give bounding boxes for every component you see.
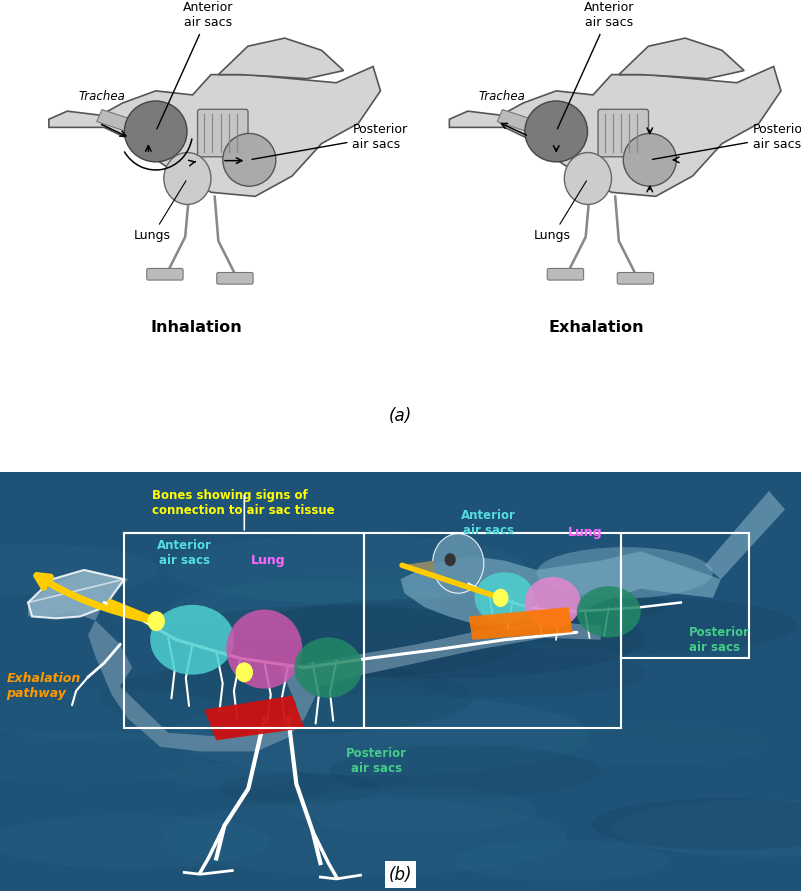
Text: Exhalation: Exhalation — [549, 320, 645, 335]
Polygon shape — [97, 110, 168, 143]
Text: Anterior
air sacs: Anterior air sacs — [157, 1, 233, 129]
Polygon shape — [219, 38, 344, 78]
Circle shape — [493, 590, 508, 606]
Bar — [364, 533, 621, 728]
Text: Posterior
air sacs: Posterior air sacs — [252, 123, 408, 159]
Text: (a): (a) — [388, 407, 413, 425]
Ellipse shape — [391, 648, 646, 697]
Ellipse shape — [525, 577, 581, 628]
Ellipse shape — [230, 599, 644, 679]
Ellipse shape — [509, 598, 796, 653]
Circle shape — [164, 152, 211, 204]
Ellipse shape — [525, 101, 588, 162]
Circle shape — [565, 152, 611, 204]
Text: Bones showing signs of
connection to air sac tissue: Bones showing signs of connection to air… — [152, 489, 335, 517]
Polygon shape — [705, 491, 785, 579]
Polygon shape — [28, 570, 601, 751]
Ellipse shape — [167, 534, 527, 604]
Polygon shape — [497, 110, 569, 143]
Bar — [124, 533, 364, 728]
Text: Anterior
air sacs: Anterior air sacs — [461, 510, 516, 537]
Ellipse shape — [170, 581, 459, 636]
Ellipse shape — [198, 570, 603, 650]
Text: Anterior
air sacs: Anterior air sacs — [157, 539, 211, 568]
Ellipse shape — [537, 547, 713, 599]
Ellipse shape — [223, 134, 276, 186]
Ellipse shape — [438, 582, 667, 626]
Text: Posterior
air sacs: Posterior air sacs — [653, 123, 801, 159]
Circle shape — [148, 612, 164, 631]
Ellipse shape — [612, 799, 801, 857]
Text: Lungs: Lungs — [134, 181, 186, 242]
Text: Lungs: Lungs — [534, 181, 586, 242]
Ellipse shape — [295, 637, 363, 698]
Text: Posterior
air sacs: Posterior air sacs — [689, 625, 750, 654]
Polygon shape — [204, 696, 304, 740]
Ellipse shape — [167, 764, 296, 789]
Ellipse shape — [0, 732, 212, 785]
Ellipse shape — [151, 605, 235, 674]
Ellipse shape — [329, 745, 600, 797]
Polygon shape — [400, 560, 434, 575]
FancyBboxPatch shape — [147, 268, 183, 280]
Polygon shape — [49, 67, 380, 196]
Text: Inhalation: Inhalation — [151, 320, 242, 335]
Ellipse shape — [454, 839, 669, 881]
Ellipse shape — [577, 586, 641, 637]
Bar — [621, 533, 749, 658]
Ellipse shape — [326, 517, 783, 606]
Ellipse shape — [171, 695, 590, 776]
FancyBboxPatch shape — [217, 273, 253, 284]
Circle shape — [433, 534, 484, 593]
Ellipse shape — [218, 772, 382, 805]
Text: Exhalation
pathway: Exhalation pathway — [6, 673, 81, 700]
FancyBboxPatch shape — [198, 110, 248, 157]
Ellipse shape — [100, 662, 473, 734]
Polygon shape — [469, 607, 573, 640]
Ellipse shape — [289, 787, 536, 834]
Polygon shape — [400, 552, 721, 631]
Polygon shape — [619, 38, 744, 78]
FancyBboxPatch shape — [547, 268, 584, 280]
Ellipse shape — [227, 609, 303, 689]
Text: (b): (b) — [388, 865, 413, 884]
Ellipse shape — [0, 544, 159, 595]
Text: Trachea: Trachea — [479, 90, 526, 103]
Ellipse shape — [163, 798, 566, 877]
Ellipse shape — [591, 798, 801, 850]
Polygon shape — [28, 570, 124, 618]
Ellipse shape — [0, 814, 272, 869]
Text: Trachea: Trachea — [78, 90, 126, 103]
Text: Anterior
air sacs: Anterior air sacs — [557, 1, 634, 129]
Ellipse shape — [623, 134, 676, 186]
Ellipse shape — [410, 739, 801, 821]
Ellipse shape — [124, 101, 187, 162]
Ellipse shape — [474, 572, 535, 624]
Polygon shape — [449, 67, 781, 196]
Text: Lung: Lung — [567, 527, 602, 539]
Circle shape — [445, 553, 456, 566]
Circle shape — [236, 663, 252, 682]
Ellipse shape — [0, 690, 240, 741]
Ellipse shape — [553, 723, 765, 764]
FancyBboxPatch shape — [598, 110, 649, 157]
Ellipse shape — [149, 605, 525, 678]
Text: Posterior
air sacs: Posterior air sacs — [346, 747, 407, 775]
FancyBboxPatch shape — [618, 273, 654, 284]
Text: Lung: Lung — [251, 554, 286, 568]
